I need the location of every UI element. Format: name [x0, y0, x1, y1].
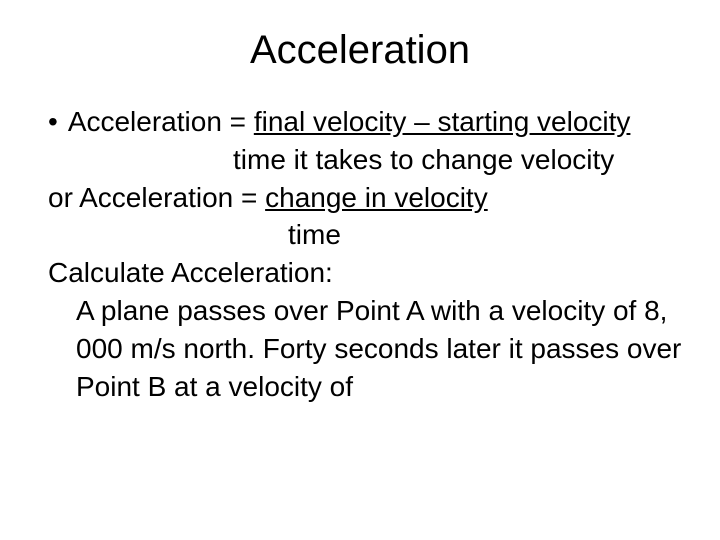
line1-prefix: Acceleration = [68, 106, 254, 137]
line4-text: time [288, 219, 341, 250]
line5: Calculate Acceleration: [48, 254, 690, 292]
slide-content: • Acceleration = final velocity – starti… [30, 103, 690, 405]
line2: time it takes to change velocity [48, 141, 690, 179]
line4: time [48, 216, 690, 254]
slide-title: Acceleration [30, 28, 690, 73]
line6-text: A plane passes over Point A with a veloc… [76, 295, 681, 402]
line3: or Acceleration = change in velocity [48, 179, 690, 217]
line6: A plane passes over Point A with a veloc… [48, 292, 690, 405]
bullet-line-1: • Acceleration = final velocity – starti… [48, 103, 690, 141]
line3-prefix: or Acceleration = [48, 182, 265, 213]
bullet-text-1: Acceleration = final velocity – starting… [68, 103, 690, 141]
line5-text: Calculate Acceleration: [48, 257, 333, 288]
line2-text: time it takes to change velocity [233, 144, 614, 175]
line1-underline: final velocity – starting velocity [254, 106, 631, 137]
slide-container: Acceleration • Acceleration = final velo… [0, 0, 720, 405]
line3-underline: change in velocity [265, 182, 488, 213]
bullet-icon: • [48, 103, 58, 141]
